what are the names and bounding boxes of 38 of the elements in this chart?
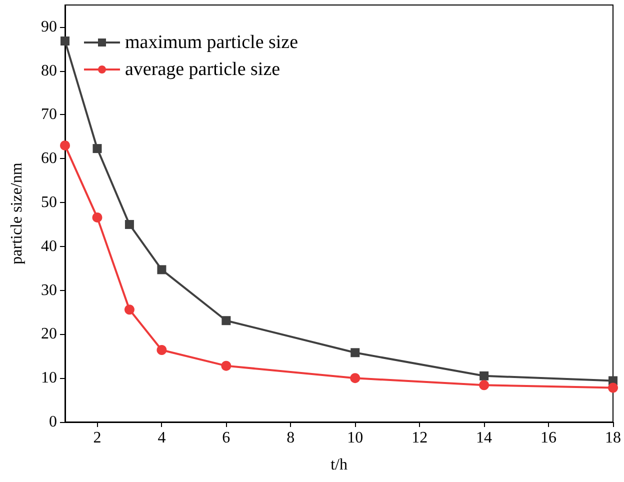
point [479, 380, 490, 390]
legend-label: maximum particle size [125, 32, 298, 53]
point [157, 265, 166, 274]
x-tick-label: 4 [158, 430, 166, 446]
point [221, 360, 232, 371]
y-tick-label: 30 [41, 282, 57, 299]
x-tick-label: 12 [412, 430, 428, 446]
y-tick-label: 50 [41, 194, 57, 212]
point [92, 212, 102, 222]
point [480, 371, 489, 380]
y-tick-label: 80 [41, 62, 57, 80]
x-tick-label: 2 [93, 430, 102, 446]
point [92, 144, 102, 154]
point [60, 36, 70, 46]
point [124, 304, 134, 315]
x-tick-label: 18 [605, 430, 621, 446]
point [124, 220, 134, 229]
point [156, 345, 167, 356]
point [350, 348, 360, 358]
y-tick-label: 10 [41, 370, 57, 387]
legend-label: average particle size [125, 59, 280, 80]
y-tick-label: 40 [41, 238, 57, 255]
y-tick-label: 0 [49, 414, 57, 430]
x-tick-label: 14 [476, 430, 492, 446]
point [222, 316, 231, 326]
point [608, 382, 618, 393]
x-axis-title: t/h [330, 456, 348, 474]
y-tick-label: 60 [41, 150, 57, 168]
x-tick-label: 8 [286, 430, 295, 446]
y-axis-title: particle size/nm [8, 162, 26, 264]
y-tick-label: 20 [41, 326, 57, 343]
point [60, 140, 70, 150]
point [350, 373, 360, 384]
y-tick-label: 90 [41, 18, 57, 36]
y-tick-label: 70 [41, 106, 57, 124]
x-tick-label: 10 [347, 430, 364, 446]
x-tick-label: 6 [222, 430, 230, 446]
x-tick-label: 16 [540, 430, 557, 446]
